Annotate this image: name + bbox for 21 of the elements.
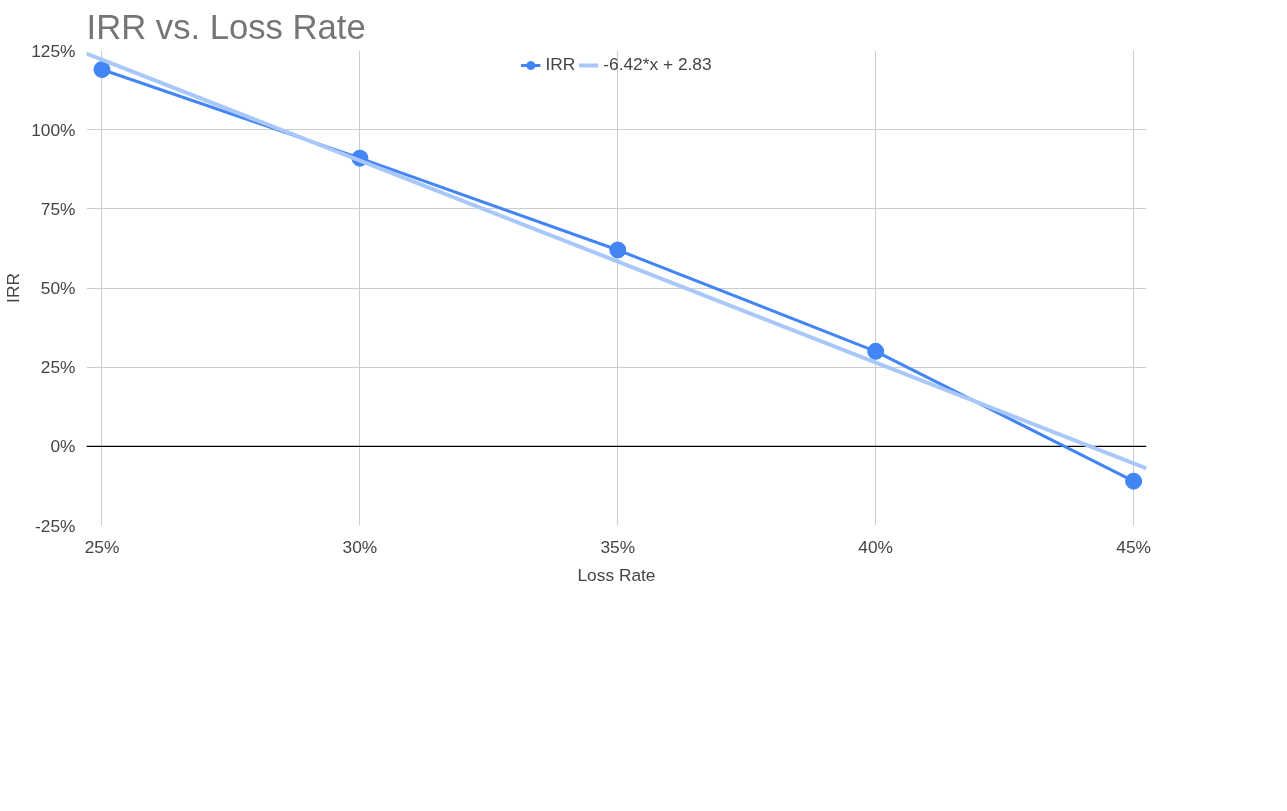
y-tick-label: 125% — [31, 40, 76, 61]
y-axis-title: IRR — [3, 273, 24, 303]
point — [1125, 472, 1143, 490]
x-axis-title: Loss Rate — [577, 564, 656, 585]
y-tick-label: 25% — [40, 357, 76, 378]
point — [609, 241, 627, 259]
legend-label: -6.42*x + 2.83 — [603, 54, 712, 75]
x-tick-label: 25% — [84, 536, 120, 557]
y-tick-label: 100% — [31, 119, 76, 140]
point — [93, 61, 111, 78]
y-tick-label: 0% — [50, 436, 76, 457]
legend-label: IRR — [545, 54, 576, 75]
chart-title: IRR vs. Loss Rate — [86, 7, 366, 46]
x-tick-label: 30% — [342, 536, 378, 557]
y-tick-label: 75% — [40, 198, 76, 219]
y-tick-label: -25% — [35, 515, 76, 536]
x-tick-label: 35% — [600, 536, 636, 557]
y-tick-label: 50% — [40, 278, 76, 298]
point — [867, 342, 885, 360]
x-tick-label: 45% — [1116, 536, 1151, 557]
x-tick-label: 40% — [858, 536, 894, 557]
